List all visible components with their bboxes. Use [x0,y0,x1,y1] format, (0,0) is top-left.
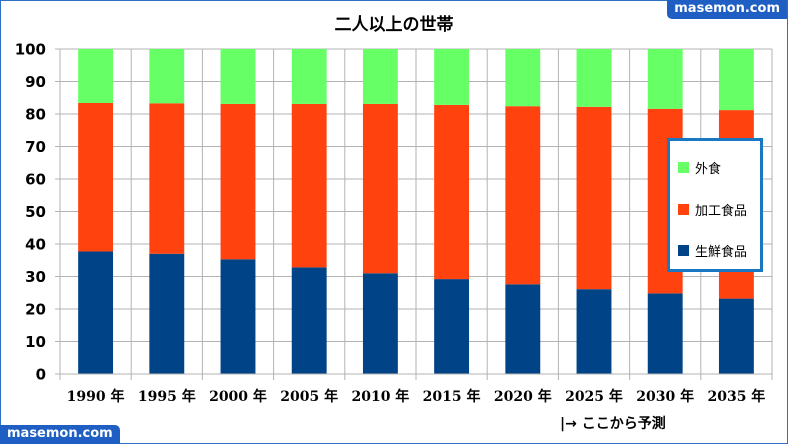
bar-segment [362,103,398,274]
x-tick-label: 2010 年 [351,388,409,405]
y-tick-label: 100 [15,41,46,59]
y-tick-label: 30 [25,268,46,286]
bar-segment [647,49,683,109]
y-tick-label: 40 [25,236,46,254]
watermark-top: masemon.com [667,0,787,19]
x-tick-label: 2035 年 [707,388,765,405]
bars [78,49,754,374]
legend-item-gaishoku: 外食 [678,158,721,177]
bar-segment [149,253,185,374]
legend-label-kakou: 加工食品 [695,204,748,219]
legend-label-seisen: 生鮮食品 [695,245,748,260]
y-tick-labels: 0 10 20 30 40 50 60 70 80 90 100 [15,41,46,384]
bar-segment [362,273,398,374]
y-tick-label: 60 [25,171,46,189]
bar-segment [505,284,541,374]
legend: 外食 加工食品 生鮮食品 [667,138,763,272]
bar-segment [78,102,114,252]
bar-segment [434,49,470,105]
y-tick-label: 90 [25,73,46,91]
bar-segment [220,103,256,260]
legend-swatch-gaishoku [678,162,689,173]
bar-segment [576,49,612,107]
bar-segment [434,104,470,280]
bar-segment [78,49,114,103]
legend-swatch-seisen [678,245,689,256]
bar-segment [291,49,327,104]
legend-item-seisen: 生鮮食品 [678,241,747,260]
bar-segment [434,279,470,374]
forecast-note: |→ ここから予測 [560,416,666,432]
x-tick-label: 1990 年 [67,388,125,405]
axes [55,48,773,380]
bar-segment [149,103,185,254]
bar-segment [78,251,114,374]
x-tick-label: 2020 年 [494,388,552,405]
x-tick-label: 2030 年 [636,388,694,405]
bar-segment [718,49,754,111]
x-tick-label: 1995 年 [138,388,196,405]
watermark-bottom: masemon.com [0,425,120,444]
bar-segment [505,106,541,285]
bar-segment [291,267,327,374]
bar-segment [149,49,185,104]
bar-segment [647,293,683,374]
bar-segment [362,49,398,104]
x-tick-labels: 1990 年 1995 年 2000 年 2005 年 2010 年 2015 年 2020… [67,388,766,405]
bar-segment [220,259,256,374]
bar-segment [505,49,541,107]
y-tick-label: 50 [25,203,46,221]
bar-segment [576,289,612,374]
y-tick-label: 10 [25,333,46,351]
y-tick-label: 20 [25,301,46,319]
x-tick-label: 2015 年 [423,388,481,405]
y-tick-label: 70 [25,138,46,156]
chart-title: 二人以上の世帯 [334,15,454,35]
bar-segment [718,298,754,374]
legend-item-kakou: 加工食品 [678,200,747,219]
y-tick-label: 0 [36,366,46,384]
bar-segment [576,106,612,290]
legend-swatch-kakou [678,204,689,215]
legend-label-gaishoku: 外食 [695,162,722,177]
x-tick-label: 2000 年 [209,388,267,405]
x-tick-label: 2005 年 [280,388,338,405]
y-tick-label: 80 [25,106,46,124]
bar-segment [291,103,327,268]
bar-segment [220,49,256,104]
x-tick-label: 2025 年 [565,388,623,405]
